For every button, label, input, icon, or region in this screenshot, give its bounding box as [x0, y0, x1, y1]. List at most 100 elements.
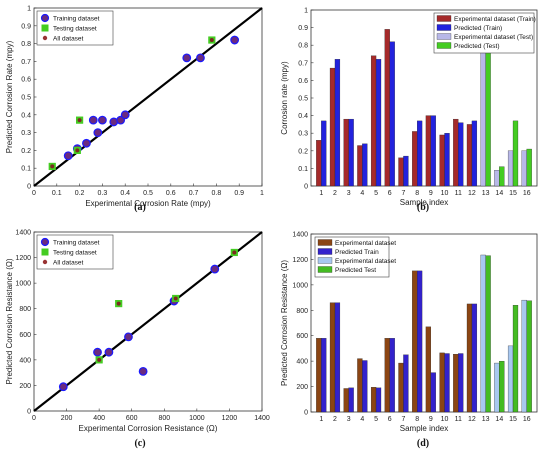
x-tick-label: 0.4	[120, 190, 130, 197]
legend-label: Predicted Train	[335, 249, 379, 256]
y-tick-label: 0	[27, 184, 31, 191]
legend-marker-all	[42, 35, 48, 41]
bar	[417, 270, 423, 413]
bar	[389, 41, 395, 187]
y-tick-label: 1000	[292, 282, 308, 289]
data-point-training	[97, 115, 107, 125]
y-tick-label: 0.4	[21, 112, 31, 119]
y-tick-label: 1	[304, 8, 308, 15]
data-point-training	[63, 151, 73, 161]
legend-marker-training	[40, 237, 50, 247]
legend-swatch	[436, 33, 452, 40]
bar	[321, 338, 327, 413]
x-tick-label: 1400	[254, 415, 270, 422]
x-tick-label: 12	[468, 416, 476, 423]
legend-label: Experimental dataset (Test)	[454, 34, 533, 41]
legend-label: Predicted (Test)	[454, 43, 500, 50]
y-tick-label: 0.5	[298, 96, 308, 103]
y-tick-label: 0	[304, 184, 308, 191]
bar	[321, 120, 327, 187]
y-tick-label: 0	[304, 410, 308, 417]
bar	[329, 302, 336, 413]
x-tick-label: 16	[523, 190, 531, 197]
y-tick-label: 0.1	[298, 166, 308, 173]
bar	[526, 300, 532, 413]
legend-label: Testing dataset	[53, 249, 97, 256]
x-tick-label: 2	[333, 190, 337, 197]
x-tick-label: 0	[32, 190, 36, 197]
y-tick-label: 0.1	[21, 166, 31, 173]
y-tick-label: 0.7	[21, 59, 31, 66]
y-tick-label: 1	[27, 6, 31, 13]
bar	[412, 270, 418, 413]
x-axis-label: Experimental Corrosion Resistance (Ω)	[79, 424, 218, 433]
data-point-training	[230, 35, 240, 45]
bar	[466, 303, 473, 413]
bar	[471, 303, 478, 413]
x-tick-label: 15	[509, 416, 517, 423]
bar	[357, 145, 363, 187]
data-point-training	[120, 110, 130, 120]
legend-label: Predicted Test	[335, 267, 376, 274]
bar	[458, 353, 464, 413]
bar	[430, 115, 436, 187]
x-tick-label: 7	[402, 190, 406, 197]
x-tick-label: 8	[415, 416, 419, 423]
x-tick-label: 11	[455, 416, 462, 423]
bar	[521, 299, 527, 413]
bar	[357, 358, 363, 413]
legend-label: Testing dataset	[53, 25, 97, 32]
bar	[471, 120, 478, 187]
bar	[444, 133, 450, 187]
bar	[362, 143, 368, 187]
legend-label: Experimental dataset	[335, 258, 396, 265]
legend-label: All dataset	[53, 259, 84, 266]
bar	[453, 353, 459, 413]
bar	[389, 338, 395, 413]
x-tick-label: 0	[32, 415, 36, 422]
x-tick-label: 4	[360, 416, 364, 423]
y-tick-label: 0.6	[21, 77, 31, 84]
y-tick-label: 0.6	[298, 78, 308, 85]
data-point-training	[88, 115, 98, 125]
bar	[316, 338, 322, 413]
bar	[375, 387, 382, 413]
x-tick-label: 400	[93, 415, 105, 422]
y-axis-label: Predicted Corrosion Rate (mpy)	[5, 40, 14, 153]
y-tick-label: 800	[19, 306, 31, 313]
data-point-training	[104, 347, 114, 357]
x-tick-label: 9	[429, 190, 433, 197]
bar	[512, 120, 519, 187]
y-tick-label: 0.9	[21, 23, 31, 30]
y-tick-label: 1400	[15, 230, 31, 237]
data-point-all	[173, 296, 178, 301]
legend-label: Training dataset	[53, 239, 100, 246]
x-tick-label: 1000	[189, 415, 205, 422]
y-tick-label: 0.4	[298, 113, 308, 120]
x-tick-label: 1	[319, 190, 323, 197]
y-tick-label: 1200	[292, 257, 308, 264]
x-tick-label: 5	[374, 416, 378, 423]
x-tick-label: 600	[126, 415, 138, 422]
y-tick-label: 0.8	[298, 43, 308, 50]
legend-swatch	[317, 248, 333, 255]
bar	[444, 353, 450, 413]
bar	[375, 59, 382, 187]
legend-marker-testing	[41, 248, 49, 256]
bar	[439, 134, 445, 187]
panel-caption: (d)	[417, 438, 429, 449]
y-tick-label: 0.8	[21, 41, 31, 48]
x-tick-label: 15	[509, 190, 517, 197]
legend-marker-training	[40, 13, 50, 23]
bar	[521, 150, 527, 187]
y-tick-label: 0.5	[21, 95, 31, 102]
legend-label: All dataset	[53, 35, 84, 42]
data-point-training	[58, 382, 68, 392]
bar	[430, 372, 436, 413]
x-tick-label: 6	[388, 190, 392, 197]
x-tick-label: 11	[455, 190, 462, 197]
y-tick-label: 200	[19, 383, 31, 390]
x-tick-label: 0.5	[143, 190, 153, 197]
bar	[334, 59, 341, 187]
y-tick-label: 1200	[15, 255, 31, 262]
